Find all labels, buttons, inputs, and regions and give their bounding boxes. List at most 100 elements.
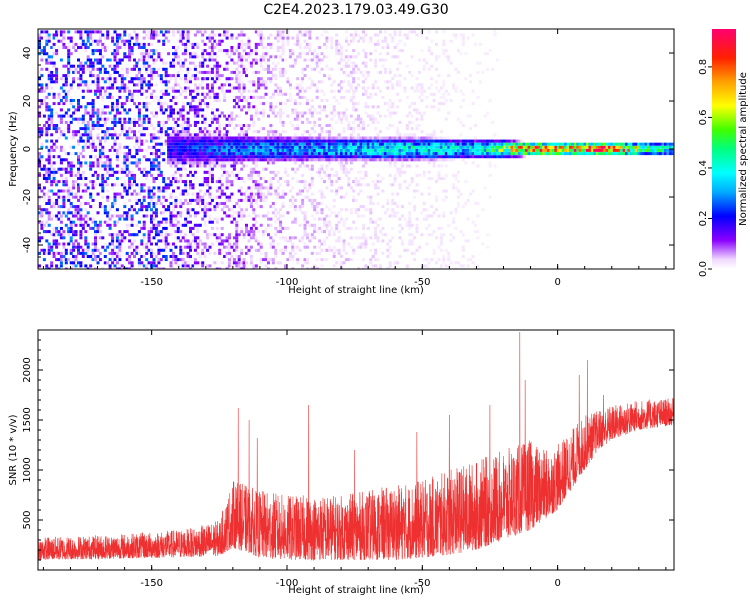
spectrogram-cell bbox=[340, 139, 343, 143]
spectrogram-cell bbox=[45, 220, 49, 224]
spectrogram-cell bbox=[67, 114, 71, 118]
spectrogram-cell bbox=[352, 108, 356, 112]
spectrogram-cell bbox=[137, 167, 141, 171]
spectrogram-cell bbox=[269, 170, 273, 174]
spectrogram-cell bbox=[186, 124, 190, 127]
spectrogram-cell bbox=[130, 245, 134, 249]
spectrogram-cell bbox=[254, 148, 258, 152]
spectrogram-cell bbox=[210, 89, 214, 93]
spectrogram-cell bbox=[415, 152, 419, 156]
spectrogram-cell bbox=[64, 248, 68, 252]
spectrogram-cell bbox=[284, 170, 287, 174]
spectrogram-cell bbox=[347, 80, 351, 84]
spectrogram-cell bbox=[84, 127, 88, 131]
spectrogram-cell bbox=[154, 142, 158, 146]
spectrogram-cell bbox=[308, 152, 312, 156]
spectrogram-cell bbox=[67, 52, 71, 56]
spectrogram-cell bbox=[269, 180, 273, 184]
spectrogram-cell bbox=[91, 248, 95, 252]
spectrogram-cell bbox=[257, 214, 261, 218]
spectrogram-cell bbox=[189, 139, 192, 143]
spectrogram-cell bbox=[354, 30, 358, 34]
spectrogram-cell bbox=[45, 139, 49, 143]
spectrogram-cell bbox=[184, 46, 188, 49]
spectrogram-cell bbox=[388, 70, 392, 74]
spectrogram-cell bbox=[84, 61, 88, 65]
spectrogram-cell bbox=[79, 195, 83, 199]
spectrogram-cell bbox=[264, 46, 268, 49]
spectrogram-cell bbox=[225, 236, 229, 240]
spectrogram-cell bbox=[152, 52, 156, 56]
spectrogram-cell bbox=[259, 155, 263, 159]
spectrogram-cell bbox=[103, 117, 107, 121]
spectrogram-cell bbox=[167, 242, 171, 246]
spectrogram-cell bbox=[67, 61, 71, 65]
spectrogram-cell bbox=[101, 177, 105, 180]
spectrogram-cell bbox=[235, 139, 239, 143]
spectrogram-cell bbox=[142, 61, 146, 65]
spectrogram-cell bbox=[218, 127, 222, 131]
spectrogram-cell bbox=[269, 245, 273, 249]
spectrogram-cell bbox=[77, 248, 80, 252]
spectrogram-cell bbox=[374, 64, 378, 68]
spectrogram-cell bbox=[135, 36, 139, 40]
spectrogram-cell bbox=[286, 148, 290, 152]
spectrogram-cell bbox=[186, 139, 190, 143]
spectrogram-cell bbox=[337, 49, 341, 53]
spectrogram-cell bbox=[55, 49, 59, 53]
spectrogram-cell bbox=[111, 133, 115, 137]
spectrogram-cell bbox=[62, 95, 66, 99]
spectrogram-cell bbox=[150, 164, 153, 168]
spectrogram-cell bbox=[184, 86, 188, 90]
spectrogram-cell bbox=[130, 183, 134, 187]
spectrogram-cell bbox=[393, 142, 397, 146]
spectrogram-cell bbox=[347, 226, 351, 230]
spectrogram-cell bbox=[396, 42, 400, 46]
spectrogram-cell bbox=[386, 102, 390, 106]
spectrogram-cell bbox=[115, 42, 119, 46]
spectrogram-cell bbox=[391, 111, 395, 115]
spectrogram-cell bbox=[106, 130, 110, 134]
spectrogram-cell bbox=[403, 145, 407, 149]
spectrogram-cell bbox=[318, 245, 322, 249]
spectrogram-cell bbox=[288, 99, 292, 102]
spectrogram-cell bbox=[150, 251, 153, 255]
spectrogram-cell bbox=[386, 248, 390, 252]
spectrogram-cell bbox=[393, 30, 397, 34]
spectrogram-cell bbox=[225, 158, 229, 162]
spectrogram-cell bbox=[184, 52, 188, 56]
spectrogram-cell bbox=[47, 177, 51, 180]
spectrogram-cell bbox=[176, 46, 180, 49]
spectrogram-cell bbox=[262, 148, 266, 152]
spectrogram-cell bbox=[381, 155, 385, 159]
spectrogram-cell bbox=[159, 152, 163, 156]
spectrogram-cell bbox=[362, 36, 365, 40]
spectrogram-cell bbox=[386, 155, 390, 159]
spectrogram-cell bbox=[81, 114, 85, 118]
spectrogram-cell bbox=[281, 49, 285, 53]
spectrogram-cell bbox=[252, 80, 256, 84]
spectrogram-cell bbox=[74, 255, 78, 258]
spectrogram-cell bbox=[305, 195, 309, 199]
spectrogram-cell bbox=[310, 155, 314, 159]
spectrogram-cell bbox=[191, 145, 195, 149]
spectrogram-cell bbox=[357, 236, 361, 240]
spectrogram-cell bbox=[310, 105, 314, 109]
spectrogram-cell bbox=[203, 42, 207, 46]
spectrogram-cell bbox=[157, 105, 161, 109]
spectrogram-cell bbox=[366, 226, 370, 230]
spectrogram-cell bbox=[240, 264, 244, 268]
spectrogram-cell bbox=[59, 173, 63, 177]
spectrogram-cell bbox=[235, 114, 239, 118]
spectrogram-cell bbox=[213, 130, 217, 134]
spectrogram-cell bbox=[264, 258, 268, 262]
spectrogram-cell bbox=[191, 99, 195, 102]
spectrogram-cell bbox=[232, 148, 236, 152]
spectrogram-cell bbox=[86, 67, 90, 71]
spectrogram-cell bbox=[247, 177, 251, 180]
spectrogram-cell bbox=[57, 258, 61, 262]
spectrogram-cell bbox=[123, 152, 127, 156]
spectrogram-cell bbox=[274, 173, 278, 177]
spectrogram-cell bbox=[391, 105, 395, 109]
spectrogram-cell bbox=[325, 55, 329, 59]
